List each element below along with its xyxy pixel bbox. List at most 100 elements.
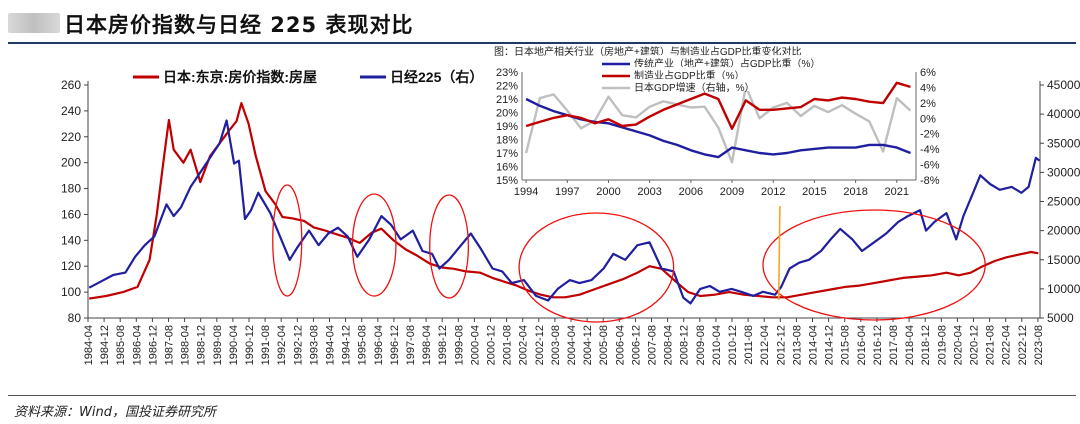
x-tick-label: 1984-12 [99,325,111,365]
inset-title: 图：日本地产相关行业（房地产+建筑）与制造业占GDP比重变化对比 [494,45,802,58]
inset-y-right-tick-label: 4% [920,82,936,94]
y-right-tick-label: 5000 [1047,311,1074,325]
highlight-ellipse [518,212,675,323]
x-tick-label: 1997-08 [405,325,417,365]
x-tick-label: 2004-04 [566,325,578,365]
inset-legend-text-bg [632,79,802,91]
y-left-tick-label: 240 [61,104,81,118]
connector-line [777,197,781,301]
x-tick-label: 2014-04 [808,325,820,365]
y-right-tick-label: 15000 [1047,253,1080,267]
y-right-tick-label: 10000 [1047,282,1080,296]
main-legend: 日本:东京:房价指数:房屋 日经225（右） [133,69,483,85]
y-left-tick-label: 200 [61,156,81,170]
highlight-ellipse [272,184,303,297]
inset-y-right-tick-label: 0% [920,113,936,125]
y-right-tick-label: 40000 [1047,107,1080,121]
page-title: 日本房价指数与日经 225 表现对比 [64,13,414,37]
x-tick-label: 2022-04 [1001,325,1013,365]
inset-x-tick-label: 2018 [843,186,867,198]
x-tick-label: 1995-08 [357,325,369,365]
x-tick-label: 2016-12 [872,325,884,365]
x-tick-label: 2001-08 [502,325,514,365]
inset-y-left-tick-label: 21% [496,94,518,106]
x-tick-label: 2002-04 [518,325,530,365]
x-tick-label: 1994-04 [325,325,337,365]
y-left-tick-label: 220 [61,130,81,144]
x-tick-label: 1988-04 [180,325,192,365]
main-annotations [272,184,986,323]
x-tick-label: 1990-04 [228,325,240,365]
series-line-house-price [89,102,1039,300]
inset-y-right-tick-label: -4% [920,144,940,156]
x-tick-label: 2007-08 [647,325,659,365]
x-tick-label: 1986-04 [131,325,143,365]
x-tick-label: 2006-04 [614,325,626,365]
y-right-tick-label: 30000 [1047,165,1080,179]
highlight-ellipse [429,194,470,299]
inset-y-left-tick-label: 20% [496,108,518,120]
inset-legend-label: 传统产业（地产+建筑）占GDP比重（%） [634,57,820,70]
inset-legend-bg [600,72,632,77]
inset-x-tick-label: 2012 [761,186,785,198]
inset-x-tick-label: 1997 [555,186,579,198]
x-tick-label: 2020-04 [952,325,964,365]
x-tick-label: 1985-08 [115,325,127,365]
inset-y-left-tick-label: 18% [496,135,518,147]
x-tick-label: 2003-08 [550,325,562,365]
x-tick-label: 2023-08 [1033,325,1045,365]
inset-x-tick-label: 2009 [720,186,744,198]
inset-legend-text-bg [632,67,802,79]
x-tick-label: 1996-12 [389,325,401,365]
x-tick-label: 2016-04 [856,325,868,365]
inset-y-left-tick-label: 22% [496,81,518,93]
blurred-logo [8,13,60,33]
inset-x-tick-label: 2003 [637,186,661,198]
inset-x-tick-label: 2021 [885,186,909,198]
x-tick-label: 1991-08 [260,325,272,365]
inset-legend-text-bg [632,55,802,67]
x-tick-label: 2010-12 [727,325,739,365]
highlight-ellipse [351,193,397,297]
source-note: 资料来源：Wind，国投证券研究所 [14,405,216,420]
inset-legend-label: 制造业占GDP比重（%） [634,69,745,82]
y-left-tick-label: 260 [61,78,81,92]
x-tick-label: 1988-12 [196,325,208,365]
x-tick-label: 2004-12 [582,325,594,365]
x-tick-label: 2006-12 [630,325,642,365]
main-series [88,102,1041,305]
x-tick-label: 1998-04 [421,325,433,365]
y-left-tick-label: 120 [61,259,81,273]
inset-y-right-tick-label: 6% [920,67,936,79]
x-tick-label: 1992-04 [276,325,288,365]
x-tick-label: 2008-04 [663,325,675,365]
x-tick-label: 2005-08 [598,325,610,365]
x-tick-label: 2019-08 [936,325,948,365]
x-tick-label: 2020-12 [969,325,981,365]
x-tick-label: 2012-04 [759,325,771,365]
inset-legend-bg [600,60,632,65]
inset-x-tick-label: 2000 [596,186,620,198]
x-tick-label: 2018-04 [904,325,916,365]
y-right-tick-label: 25000 [1047,195,1080,209]
x-tick-label: 1994-12 [341,325,353,365]
x-tick-label: 2011-08 [743,325,755,365]
inset-x-tick-label: 2006 [679,186,703,198]
inset-legend-label: 日本GDP增速（右轴，%） [634,81,755,94]
x-tick-label: 2013-08 [791,325,803,365]
x-tick-label: 1993-08 [308,325,320,365]
x-tick-label: 2012-12 [775,325,787,365]
inset-x-tick-label: 1994 [514,186,538,198]
y-left-tick-label: 80 [68,311,82,325]
y-left-tick-label: 160 [61,207,81,221]
x-tick-label: 1996-04 [373,325,385,365]
inset-x-tick-label: 2015 [802,186,826,198]
x-tick-label: 2000-04 [469,325,481,365]
footer-divider [8,395,1076,396]
y-right-tick-label: 20000 [1047,224,1080,238]
x-tick-label: 2002-12 [534,325,546,365]
legend-label: 日经225（右） [390,69,483,85]
x-tick-label: 2010-04 [711,325,723,365]
inset-y-right-tick-label: -8% [920,175,940,187]
